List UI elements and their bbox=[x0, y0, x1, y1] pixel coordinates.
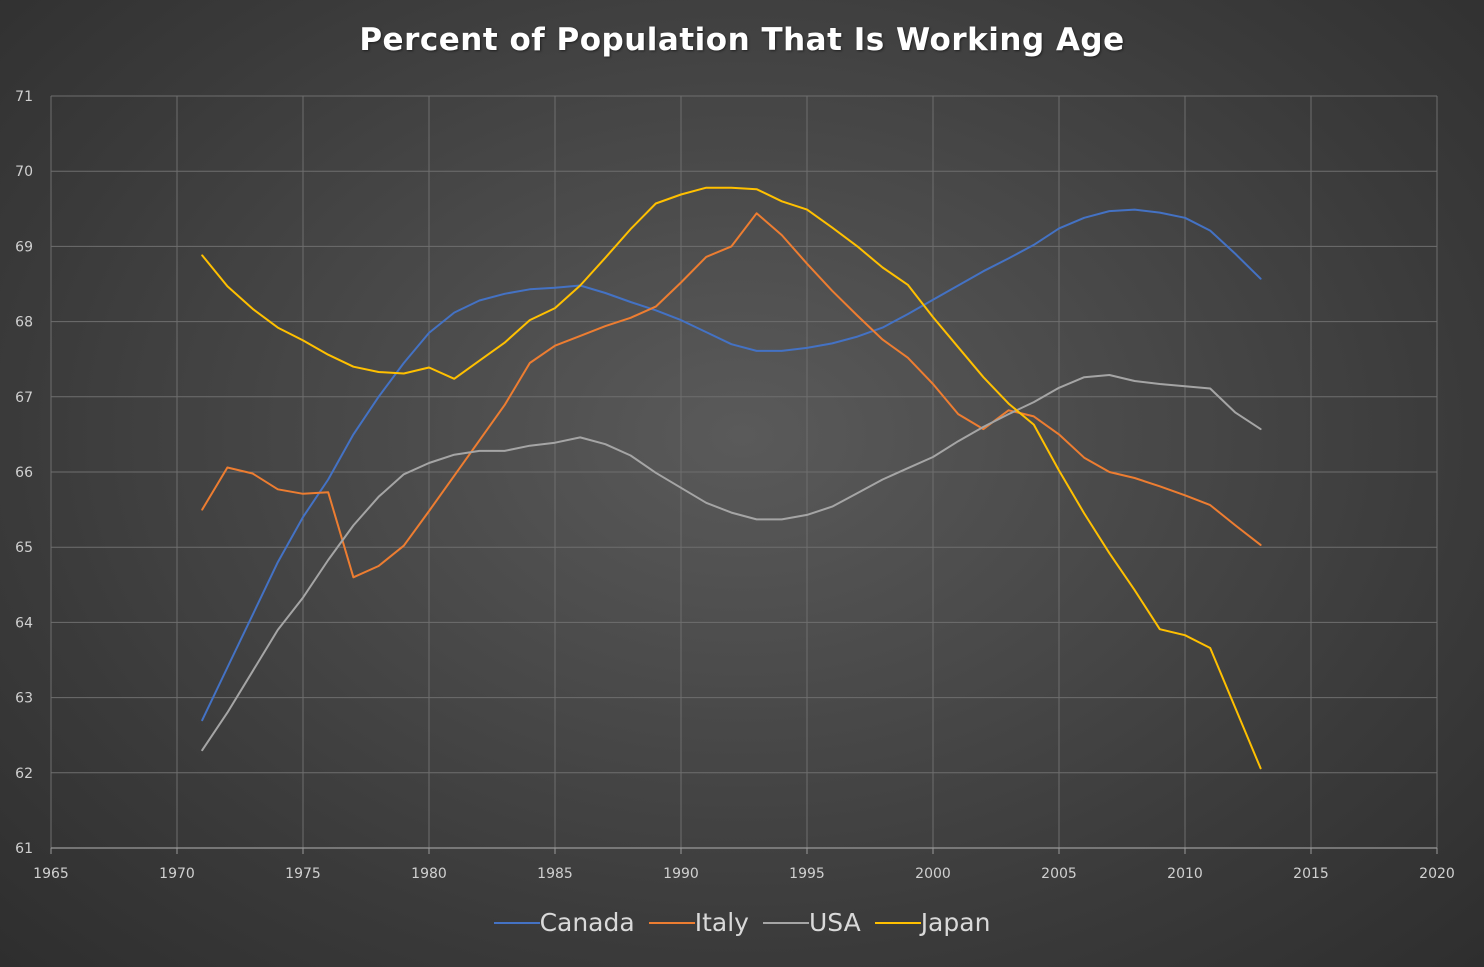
x-tick-label: 2005 bbox=[1041, 866, 1077, 882]
x-tick-label: 1995 bbox=[789, 866, 825, 882]
x-tick-label: 2020 bbox=[1419, 866, 1455, 882]
x-tick-label: 2000 bbox=[915, 866, 951, 882]
legend-item-italy: Italy bbox=[648, 908, 749, 937]
legend-item-usa: USA bbox=[762, 908, 861, 937]
series-line-japan bbox=[201, 186, 1262, 770]
series-line-usa bbox=[201, 374, 1262, 752]
grid bbox=[50, 95, 1438, 848]
y-tick-label: 65 bbox=[15, 540, 33, 556]
legend-label-usa: USA bbox=[808, 908, 861, 937]
y-tick-label: 62 bbox=[15, 766, 33, 782]
legend-item-japan: Japan bbox=[874, 908, 991, 937]
x-tick-label: 1980 bbox=[411, 866, 447, 882]
series-lines bbox=[201, 186, 1262, 770]
x-tick-label: 1985 bbox=[537, 866, 573, 882]
legend-item-canada: Canada bbox=[493, 908, 635, 937]
legend-label-italy: Italy bbox=[694, 908, 749, 937]
x-tick-label: 1975 bbox=[285, 866, 321, 882]
y-tick-label: 61 bbox=[15, 841, 33, 857]
series-line-canada bbox=[201, 208, 1262, 722]
y-tick-label: 67 bbox=[15, 390, 33, 406]
x-tick-label: 2010 bbox=[1167, 866, 1203, 882]
y-tick-label: 64 bbox=[15, 615, 33, 631]
y-tick-label: 69 bbox=[15, 239, 33, 255]
y-tick-label: 63 bbox=[15, 691, 33, 707]
legend-label-canada: Canada bbox=[539, 908, 635, 937]
legend-swatch-canada bbox=[493, 921, 540, 924]
x-tick-label: 1970 bbox=[159, 866, 195, 882]
legend-label-japan: Japan bbox=[920, 908, 991, 937]
legend-swatch-usa bbox=[762, 921, 809, 924]
axes: 61 62 63 64 65 66 67 68 69 70 71 1965 1970 1975 1980 19… bbox=[15, 89, 1455, 882]
chart-title: Percent of Population That Is Working Ag… bbox=[359, 22, 1125, 58]
x-tick-label: 1990 bbox=[663, 866, 699, 882]
y-tick-label: 66 bbox=[15, 465, 33, 481]
chart-legend: Canada Italy USA Japan bbox=[0, 908, 1484, 937]
x-tick-label: 1965 bbox=[33, 866, 69, 882]
x-tick-label: 2015 bbox=[1293, 866, 1329, 882]
legend-swatch-japan bbox=[874, 921, 921, 924]
legend-swatch-italy bbox=[648, 921, 695, 924]
y-tick-label: 71 bbox=[15, 89, 33, 105]
series-line-italy bbox=[201, 212, 1262, 579]
y-tick-label: 68 bbox=[15, 315, 33, 331]
y-tick-label: 70 bbox=[15, 164, 33, 180]
